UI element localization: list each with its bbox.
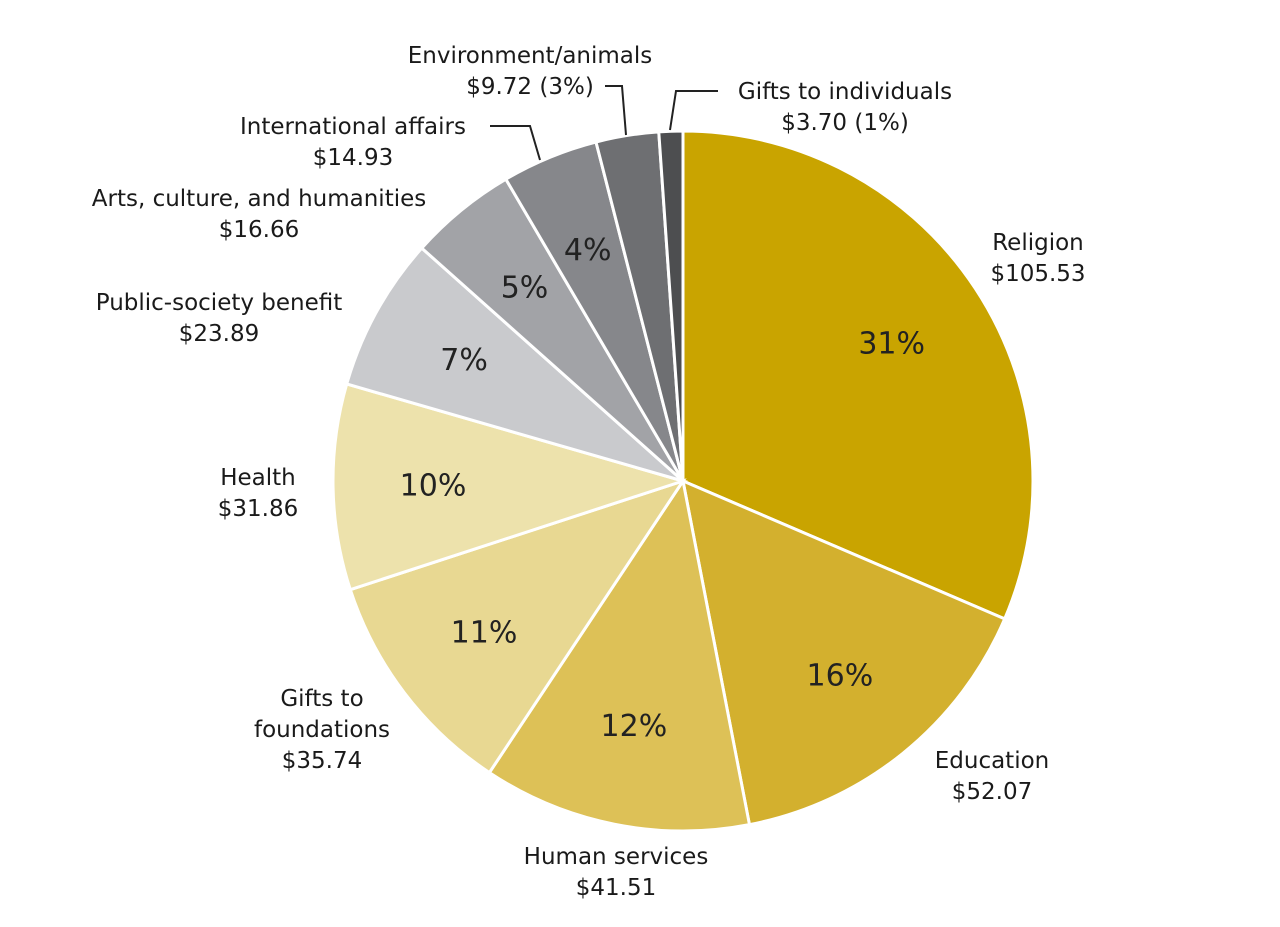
percent-label-religion: 31%: [858, 326, 925, 361]
percent-label-education: 16%: [807, 659, 874, 694]
slice-gifts-to-individuals: [657, 129, 685, 482]
category-label-arts-culture-and-humanities: Arts, culture, and humanities $16.66: [92, 186, 427, 243]
leader-line-gifts-to-individuals: [669, 90, 718, 131]
category-label-international-affairs: International affairs $14.93: [240, 114, 466, 171]
percent-label-international-affairs: 4%: [564, 233, 612, 268]
pie-slices: [331, 129, 1035, 833]
category-label-environment-animals: Environment/animals $9.72 (3%): [408, 43, 653, 100]
slice-gifts-to-foundations: [348, 478, 687, 775]
percent-label-public-society-benefit: 7%: [440, 343, 488, 378]
slice-public-society-benefit: [344, 245, 684, 483]
percent-label-human-services: 12%: [601, 709, 668, 744]
slice-religion: [681, 129, 1035, 621]
category-label-religion: Religion $105.53: [990, 230, 1085, 287]
percent-labels: 31% 16% 12% 11% 10% 7% 5% 4%: [400, 233, 925, 744]
leader-lines: [490, 85, 718, 161]
percent-label-gifts-to-foundations: 11%: [451, 615, 518, 650]
slice-health: [331, 382, 689, 592]
category-label-gifts-to-foundations: Gifts to foundations $35.74: [254, 686, 390, 774]
category-label-education: Education $52.07: [935, 748, 1050, 805]
slice-human-services: [487, 477, 752, 833]
category-label-public-society-benefit: Public-society benefit $23.89: [96, 290, 343, 347]
category-labels: Religion $105.53 Education $52.07 Human serv…: [92, 43, 1086, 901]
category-label-human-services: Human services $41.51: [524, 844, 709, 901]
leader-line-environment-animals: [605, 85, 627, 136]
category-label-gifts-to-individuals: Gifts to individuals $3.70 (1%): [738, 79, 952, 136]
percent-label-arts-culture-and-humanities: 5%: [501, 271, 549, 306]
category-label-health: Health $31.86: [218, 465, 298, 522]
leader-line-international-affairs: [490, 125, 541, 161]
slice-education: [680, 478, 1007, 827]
percent-label-health: 10%: [400, 468, 467, 503]
